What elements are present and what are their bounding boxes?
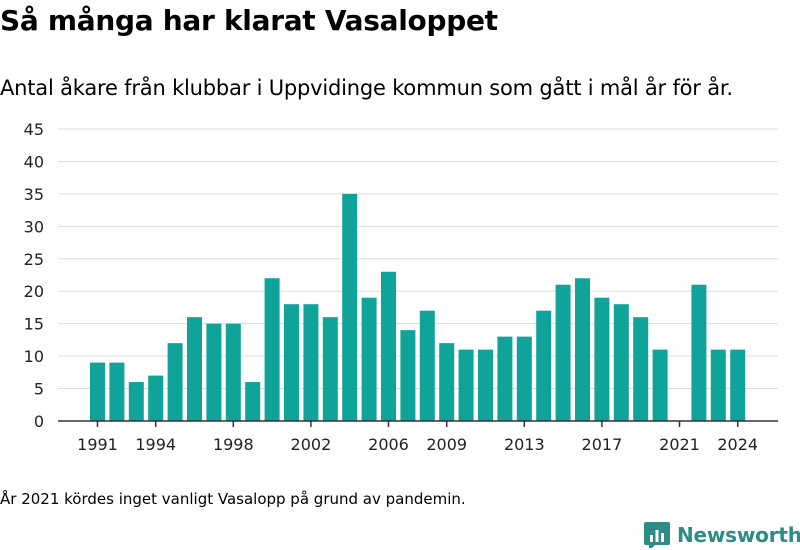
x-tick-label: 2002 bbox=[291, 435, 332, 454]
x-tick-label: 2017 bbox=[582, 435, 623, 454]
bar-1998 bbox=[225, 323, 241, 421]
y-tick-label: 30 bbox=[24, 217, 44, 236]
bar-2020 bbox=[652, 349, 668, 421]
bar-2018 bbox=[613, 304, 629, 421]
bar-1999 bbox=[245, 382, 261, 421]
y-tick-label: 15 bbox=[24, 315, 44, 334]
newsworthy-logo-icon bbox=[644, 522, 670, 548]
bar-2023 bbox=[710, 349, 726, 421]
bar-2002 bbox=[303, 304, 319, 421]
bar-1994 bbox=[148, 375, 164, 421]
bar-2017 bbox=[594, 297, 610, 421]
bar-1992 bbox=[109, 362, 125, 421]
y-tick-label: 0 bbox=[34, 412, 44, 431]
bar-1997 bbox=[206, 323, 222, 421]
bar-2001 bbox=[284, 304, 299, 421]
bar-2008 bbox=[419, 310, 435, 421]
footnote: År 2021 kördes inget vanligt Vasalopp på… bbox=[0, 490, 466, 508]
y-tick-label: 5 bbox=[34, 380, 44, 399]
bar-2019 bbox=[633, 317, 649, 421]
bar-2013 bbox=[516, 336, 532, 421]
x-tick-label: 2006 bbox=[368, 435, 409, 454]
bar-2015 bbox=[555, 284, 571, 421]
bar-2016 bbox=[575, 278, 590, 421]
y-tick-label: 45 bbox=[24, 120, 44, 139]
bar-2007 bbox=[400, 330, 416, 421]
brand-name: Newsworthy bbox=[677, 523, 800, 547]
chart-title: Så många har klarat Vasaloppet bbox=[0, 4, 498, 37]
bar-2022 bbox=[691, 284, 707, 421]
bar-2003 bbox=[322, 317, 338, 421]
y-tick-label: 20 bbox=[24, 282, 44, 301]
chart-subtitle: Antal åkare från klubbar i Uppvidinge ko… bbox=[0, 76, 733, 100]
y-tick-label: 35 bbox=[24, 185, 44, 204]
x-tick-label: 1991 bbox=[77, 435, 118, 454]
bar-2009 bbox=[439, 343, 455, 421]
y-tick-label: 40 bbox=[24, 152, 44, 171]
bar-1995 bbox=[167, 343, 183, 421]
bar-2011 bbox=[478, 349, 493, 421]
x-tick-label: 2013 bbox=[504, 435, 545, 454]
bar-2012 bbox=[497, 336, 513, 421]
bar-2005 bbox=[361, 297, 377, 421]
bar-2010 bbox=[458, 349, 474, 421]
bar-2004 bbox=[342, 193, 358, 421]
y-tick-label: 10 bbox=[24, 347, 44, 366]
bar-2000 bbox=[264, 278, 280, 421]
bar-1996 bbox=[187, 317, 202, 421]
y-tick-label: 25 bbox=[24, 250, 44, 269]
bar-1993 bbox=[128, 382, 144, 421]
bar-2014 bbox=[536, 310, 552, 421]
x-tick-label: 2021 bbox=[659, 435, 700, 454]
bar-2006 bbox=[381, 271, 396, 421]
brand: Newsworthy bbox=[644, 520, 800, 550]
x-tick-label: 2024 bbox=[717, 435, 758, 454]
x-tick-label: 1994 bbox=[135, 435, 176, 454]
bar-1991 bbox=[90, 362, 105, 421]
x-tick-label: 2009 bbox=[426, 435, 467, 454]
bar-2024 bbox=[730, 349, 746, 421]
x-tick-label: 1998 bbox=[213, 435, 254, 454]
bar-chart: 0 5 10 15 20 25 30 35 40 45 1991 1994 1998 2002 2006 20… bbox=[24, 120, 778, 454]
